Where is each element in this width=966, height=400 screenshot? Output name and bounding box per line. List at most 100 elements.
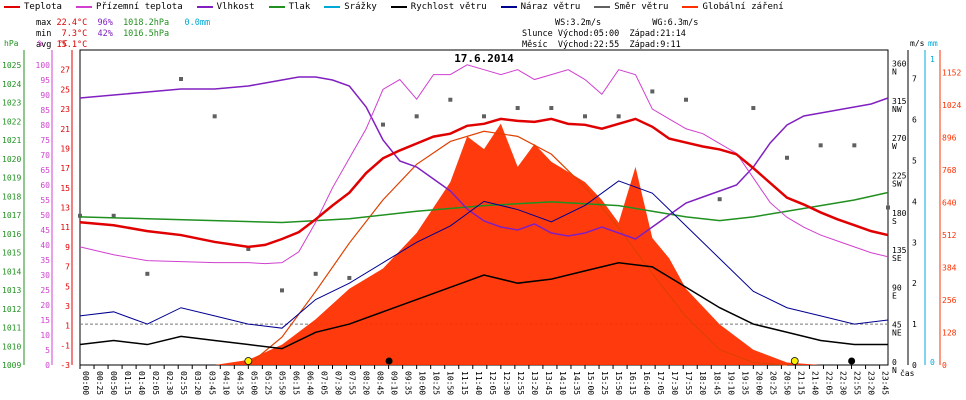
wind-direction-point — [515, 106, 520, 111]
legend-swatch — [324, 5, 341, 8]
sunrise-marker — [244, 357, 253, 365]
temperature-tick-label: 7 — [65, 263, 70, 272]
legend-item-3: Tlak — [268, 2, 311, 12]
x-tick-label: 00:50 — [109, 371, 118, 395]
x-tick-label: 15:50 — [614, 371, 623, 395]
direction-name-label: SE — [892, 254, 902, 263]
direction-tick-label: 90 — [892, 283, 902, 292]
direction-tick-label: 225 — [892, 171, 907, 180]
legend-label: Teplota — [24, 2, 62, 12]
wind-direction-point — [684, 97, 688, 102]
wind-direction-point — [381, 122, 385, 127]
x-tick-label: 10:50 — [446, 371, 455, 395]
wind-gust-line — [79, 180, 889, 329]
rain-tick-label: 1 — [930, 55, 935, 64]
wind-tick-label: 3 — [912, 238, 917, 247]
x-tick-label: 22:05 — [824, 371, 833, 395]
pressure-tick-label: 1021 — [2, 136, 21, 145]
x-tick-label: 21:40 — [810, 371, 819, 395]
legend-label: Tlak — [288, 2, 311, 12]
max-pressure: 1018.2hPa — [123, 18, 170, 28]
x-tick-label: 18:20 — [698, 371, 707, 395]
temperature-tick-label: 11 — [60, 223, 70, 232]
legend-swatch — [75, 5, 92, 8]
x-tick-label: 15:00 — [586, 371, 595, 395]
pressure-tick-label: 1023 — [2, 99, 21, 108]
x-tick-label: 12:30 — [502, 371, 511, 395]
pressure-tick-label: 1013 — [2, 286, 21, 295]
rain-axis-unit: mm — [928, 39, 938, 48]
wind-direction-point — [246, 246, 251, 251]
x-tick-label: 05:25 — [263, 371, 272, 395]
x-tick-label: 12:55 — [516, 371, 525, 395]
max-humidity: 96% — [97, 18, 113, 28]
x-tick-label: 12:05 — [488, 371, 497, 395]
wind-axis-unit: m/s — [910, 39, 925, 48]
radiation-tick-label: 256 — [942, 296, 957, 305]
direction-tick-label: 180 — [892, 209, 907, 218]
wind-direction-point — [482, 114, 486, 119]
x-tick-label: 18:45 — [712, 371, 721, 395]
wind-direction-point — [347, 275, 352, 280]
x-tick-label: 15:25 — [600, 371, 609, 395]
x-unit-label: čas — [900, 368, 915, 378]
x-tick-label: 00:25 — [95, 371, 104, 395]
wind-direction-point — [111, 213, 116, 218]
moonrise: Východ:22:55 — [557, 40, 620, 50]
pressure-tick-label: 1010 — [2, 342, 21, 351]
temperature-tick-label: -1 — [60, 341, 70, 350]
x-tick-label: 16:40 — [642, 371, 651, 395]
radiation-tick-label: 512 — [942, 231, 957, 240]
x-tick-label: 17:30 — [670, 371, 679, 395]
temperature-tick-label: 17 — [60, 164, 70, 173]
legend-swatch — [500, 5, 517, 8]
legend-label: Rychlost větru — [410, 2, 487, 12]
humidity-tick-label: 5 — [45, 346, 50, 355]
wind-direction-point — [414, 114, 419, 119]
x-tick-label: 10:00 — [418, 371, 427, 395]
direction-tick-label: 270 — [892, 134, 907, 143]
wind-tick-label: 5 — [912, 156, 917, 165]
pressure-tick-label: 1020 — [2, 155, 21, 164]
wind-speed-stat: WS:3.2m/s — [555, 18, 602, 28]
pressure-axis-unit: hPa — [4, 39, 19, 48]
x-tick-label: 08:45 — [376, 371, 385, 395]
temperature-tick-label: 27 — [60, 66, 70, 75]
pressure-tick-label: 1015 — [2, 249, 21, 258]
x-tick-label: 01:15 — [123, 371, 132, 395]
rain-tick-label: 0 — [930, 358, 935, 367]
x-tick-label: 02:55 — [179, 371, 188, 395]
moonset-marker — [385, 357, 393, 365]
wind-tick-label: 2 — [912, 279, 917, 288]
pressure-tick-label: 1012 — [2, 305, 21, 314]
x-tick-label: 06:40 — [305, 371, 314, 395]
temperature-tick-label: 21 — [60, 125, 70, 134]
direction-tick-label: 360 — [892, 60, 907, 69]
temperature-tick-label: 25 — [60, 85, 70, 94]
radiation-tick-label: 640 — [942, 198, 957, 207]
direction-name-label: NW — [892, 105, 902, 114]
x-tick-label: 08:20 — [362, 371, 371, 395]
x-tick-label: 02:05 — [151, 371, 160, 395]
moonset: Západ:9:11 — [629, 40, 681, 50]
humidity-tick-label: 30 — [40, 271, 50, 280]
x-tick-label: 07:05 — [319, 371, 328, 395]
pressure-tick-label: 1016 — [2, 230, 21, 239]
x-tick-label: 19:10 — [726, 371, 735, 395]
x-tick-label: 02:30 — [165, 371, 174, 395]
x-tick-label: 11:40 — [474, 371, 483, 395]
stats-min-row: min 7.3°C 42% 1016.5hPa — [36, 29, 169, 39]
wind-direction-point — [717, 197, 722, 202]
x-tick-label: 10:25 — [432, 371, 441, 395]
legend-item-1: Přízemní teplota — [75, 2, 183, 12]
pressure-tick-label: 1018 — [2, 192, 21, 201]
stats-avg-row: avg 15.1°C — [36, 40, 87, 50]
direction-name-label: N — [892, 68, 897, 77]
wind-direction-point — [616, 114, 621, 119]
humidity-tick-label: 10 — [40, 331, 50, 340]
wind-direction-point — [179, 77, 183, 82]
x-tick-label: 23:45 — [881, 371, 890, 395]
humidity-tick-label: 75 — [40, 136, 50, 145]
legend-label: Náraz větru — [520, 2, 581, 12]
legend-item-0: Teplota — [4, 2, 62, 12]
